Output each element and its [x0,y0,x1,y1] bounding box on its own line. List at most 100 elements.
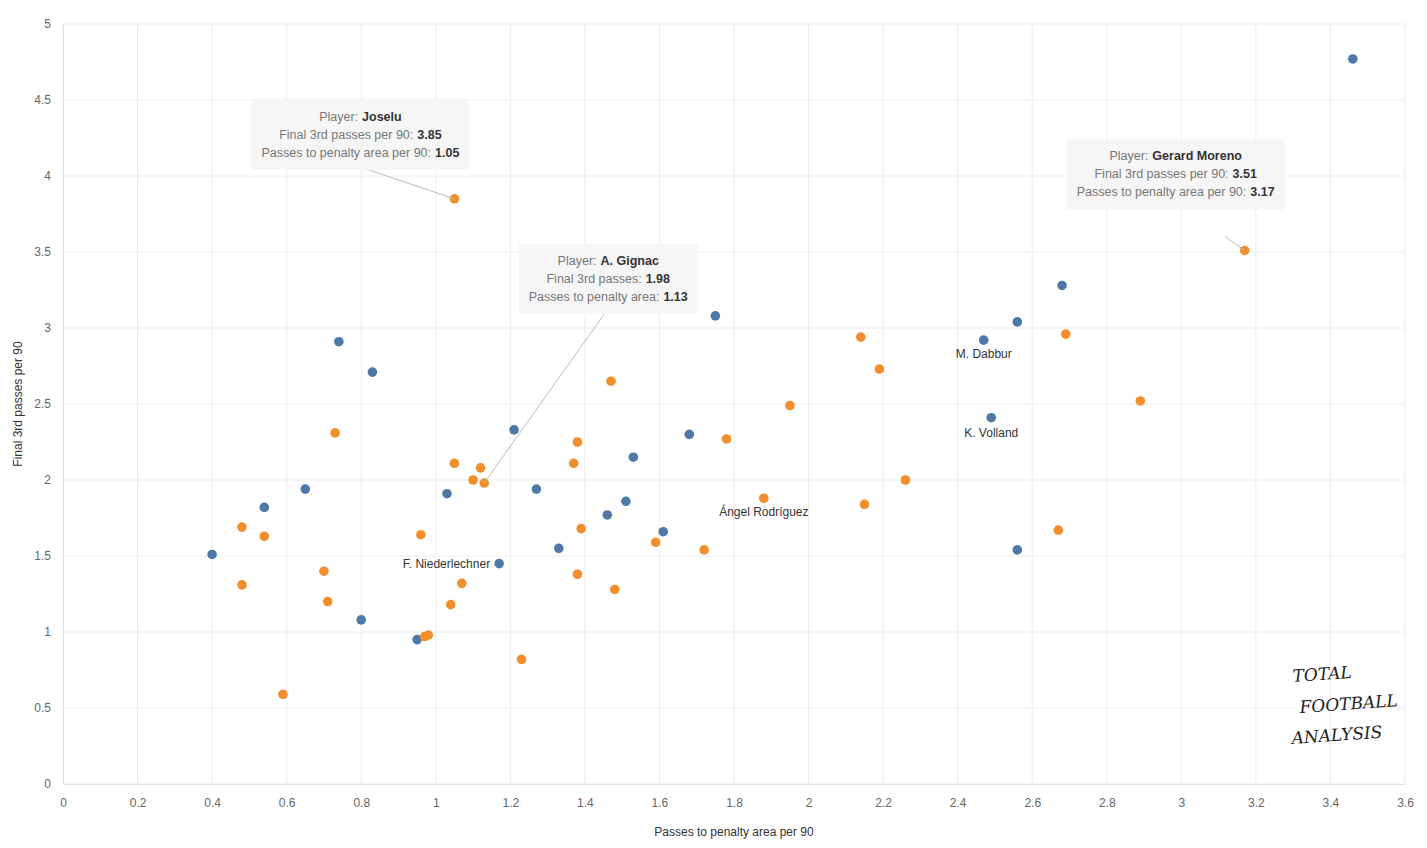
tick-label: 0.8 [353,796,370,810]
point[interactable] [450,194,460,204]
point[interactable] [722,434,732,444]
tick-label: 3.2 [1248,796,1265,810]
point[interactable] [1136,396,1146,406]
point[interactable] [476,463,486,473]
point[interactable] [368,367,378,377]
point[interactable] [330,428,340,438]
tooltip-line: Player:Gerard Moreno [1109,149,1242,163]
tick-label: 1.6 [652,796,669,810]
point[interactable] [446,600,456,610]
axis-line [63,25,64,785]
point[interactable] [1013,317,1023,327]
point[interactable] [576,524,586,534]
point[interactable] [450,458,460,468]
point[interactable] [986,413,996,423]
point[interactable] [468,475,478,485]
point[interactable] [424,630,434,640]
point[interactable] [323,597,333,607]
point[interactable] [573,437,583,447]
point[interactable] [860,500,870,510]
tooltip-value: 3.51 [1233,167,1257,181]
tick: 1.6 [652,784,669,810]
point[interactable] [610,585,620,595]
point[interactable] [875,364,885,374]
grid-line-y [63,708,1405,709]
point[interactable] [569,458,579,468]
point[interactable] [1348,54,1358,64]
point[interactable] [606,376,616,386]
point[interactable] [319,566,329,576]
x-axis: 00.20.40.60.811.21.41.61.822.22.42.62.83… [60,784,1414,810]
tick-label: 1 [44,625,51,639]
point[interactable] [494,559,504,569]
tick: 0 [60,784,67,810]
point[interactable] [416,530,426,540]
point[interactable] [260,531,270,541]
point[interactable] [759,493,769,503]
tooltip-label: Passes to penalty area: [529,290,660,304]
tooltip-line: Player:Joselu [319,110,402,124]
point[interactable] [237,522,247,532]
point[interactable] [901,475,911,485]
tooltip-value: 1.98 [646,272,670,286]
point[interactable] [1061,329,1071,339]
x-axis-title: Passes to penalty area per 90 [654,825,814,839]
points [207,54,1357,699]
point[interactable] [479,478,489,488]
point[interactable] [457,579,467,589]
point[interactable] [237,580,247,590]
y-axis-title: Final 3rd passes per 90 [11,341,25,467]
tooltip-label: Player: [319,110,358,124]
point[interactable] [621,496,631,506]
point[interactable] [1054,525,1064,535]
point[interactable] [651,538,661,548]
tick-label: 4.5 [34,93,51,107]
point[interactable] [573,569,583,579]
point[interactable] [442,489,452,499]
point[interactable] [207,550,217,560]
tooltip-line: Final 3rd passes per 90:3.85 [279,128,441,142]
point[interactable] [278,690,288,700]
point[interactable] [856,332,866,342]
point[interactable] [260,503,270,513]
tick: 5 [44,17,63,31]
tick-label: 3.5 [34,245,51,259]
point[interactable] [532,484,542,494]
point[interactable] [301,484,311,494]
tick: 1.4 [577,784,594,810]
tooltip-line: Passes to penalty area per 90:1.05 [261,146,459,160]
tick-label: 4 [44,169,51,183]
tick: 1.8 [726,784,743,810]
chart: 00.20.40.60.811.21.41.61.822.22.42.62.83… [0,0,1427,848]
point[interactable] [554,544,564,554]
point[interactable] [1013,545,1023,555]
point[interactable] [509,425,519,435]
tick: 3.5 [34,245,63,259]
point[interactable] [334,337,344,347]
tick: 2.8 [1099,784,1116,810]
tooltip-value: Gerard Moreno [1152,149,1242,163]
tooltip-line: Final 3rd passes:1.98 [546,272,670,286]
point[interactable] [785,401,795,411]
point[interactable] [979,335,989,345]
point[interactable] [684,430,694,440]
tooltip-label: Passes to penalty area per 90: [261,146,431,160]
point[interactable] [711,311,721,321]
point[interactable] [356,615,366,625]
tooltip-connector [359,167,454,199]
tick-label: 2.5 [34,397,51,411]
tooltip-connector [484,314,604,483]
point[interactable] [699,545,709,555]
tooltip-box [519,244,698,314]
point[interactable] [658,527,668,537]
tick: 3 [44,321,63,335]
tooltip-line: Player:A. Gignac [558,254,659,268]
point[interactable] [517,655,527,665]
point[interactable] [602,510,612,520]
tick: 0.4 [204,784,221,810]
tick: 1 [433,784,440,810]
point[interactable] [1057,281,1067,291]
point[interactable] [629,452,639,462]
tooltip-value: 1.13 [663,290,687,304]
y-axis: 00.511.522.533.544.55 [34,17,63,791]
